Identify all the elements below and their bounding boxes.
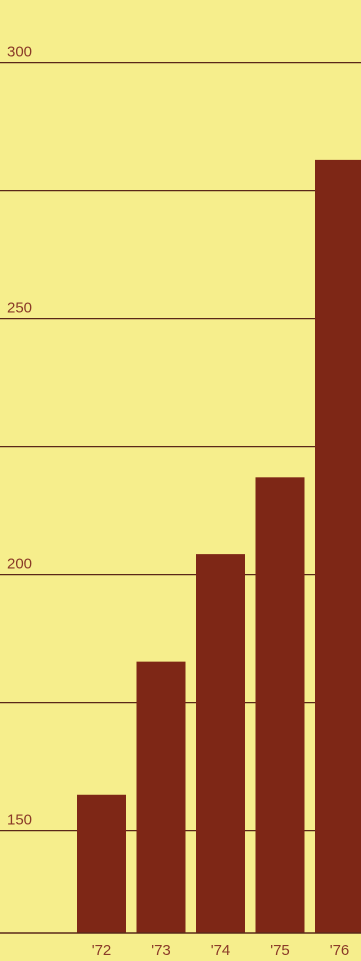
y-tick-label: 150 [7, 812, 32, 829]
bar [136, 661, 186, 933]
bar [315, 159, 361, 933]
bar [77, 794, 126, 933]
bar [255, 477, 305, 933]
y-tick-label: 300 [7, 44, 32, 61]
bars [77, 159, 361, 933]
x-tick-label: '75 [270, 942, 290, 959]
x-tick-label: '76 [330, 942, 350, 959]
gridlines [0, 61, 361, 832]
y-tick-label: 250 [7, 300, 32, 317]
x-axis-ticks: '72 '73 '74 '75 '76 [92, 942, 350, 959]
y-tick-label: 200 [7, 556, 32, 573]
x-tick-label: '74 [211, 942, 231, 959]
y-axis-ticks: 150 200 250 300 [7, 44, 32, 829]
x-tick-label: '72 [92, 942, 112, 959]
x-tick-label: '73 [151, 942, 171, 959]
bar [196, 554, 245, 933]
